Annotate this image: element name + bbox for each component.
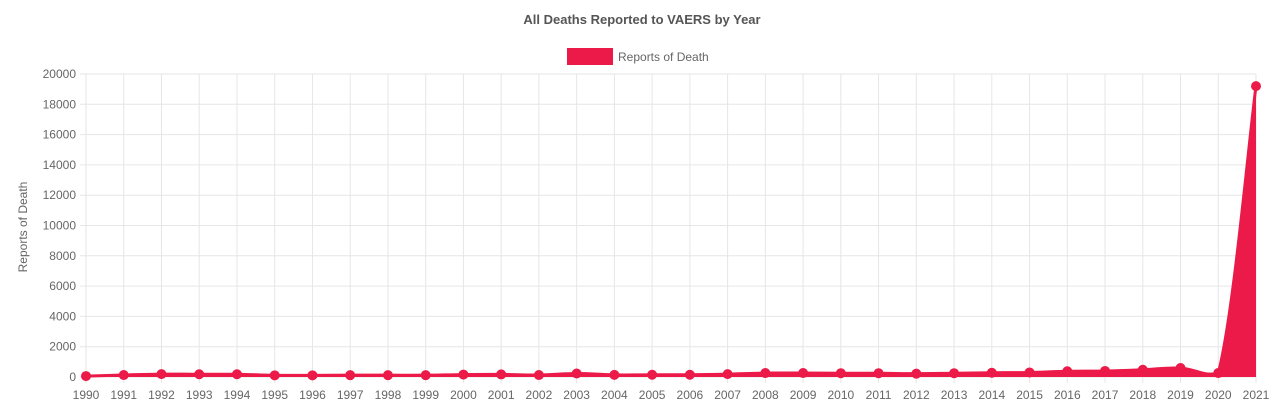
data-point[interactable] [722, 369, 733, 380]
data-point[interactable] [382, 370, 393, 381]
x-tick-label: 2001 [488, 388, 515, 402]
y-tick-label: 2000 [49, 340, 76, 354]
x-tick-label: 2021 [1243, 388, 1270, 402]
x-tick-label: 1994 [224, 388, 251, 402]
y-tick-label: 16000 [43, 128, 77, 142]
grid [80, 73, 1257, 383]
data-point[interactable] [307, 370, 318, 381]
y-tick-label: 14000 [43, 158, 77, 172]
x-tick-label: 2018 [1129, 388, 1156, 402]
y-tick-label: 12000 [43, 188, 77, 202]
x-tick-label: 2007 [714, 388, 741, 402]
data-point[interactable] [911, 368, 922, 379]
x-tick-label: 2016 [1054, 388, 1081, 402]
x-tick-label: 2009 [790, 388, 817, 402]
data-point[interactable] [571, 368, 582, 379]
series-area [86, 86, 1256, 378]
data-point[interactable] [533, 370, 544, 381]
data-point[interactable] [1062, 366, 1073, 377]
y-tick-label: 4000 [49, 309, 76, 323]
x-axis-ticks: 1990 1991 1992 1993 1994 1995 1996 1997 1998 1999… [73, 388, 1270, 402]
x-tick-label: 2014 [978, 388, 1005, 402]
data-point[interactable] [798, 368, 809, 379]
x-tick-label: 2005 [639, 388, 666, 402]
data-point[interactable] [420, 370, 431, 381]
series-reports-of-death [81, 81, 1261, 382]
series-line [85, 85, 1258, 378]
data-point[interactable] [684, 369, 695, 380]
x-tick-label: 2008 [752, 388, 779, 402]
data-point[interactable] [156, 369, 167, 380]
y-tick-label: 8000 [49, 249, 76, 263]
data-point[interactable] [269, 370, 280, 381]
x-tick-label: 1992 [148, 388, 175, 402]
x-tick-label: 2013 [941, 388, 968, 402]
x-tick-label: 1998 [375, 388, 402, 402]
data-point[interactable] [986, 367, 997, 378]
y-tick-label: 10000 [43, 219, 77, 233]
x-tick-label: 2017 [1092, 388, 1119, 402]
data-point[interactable] [647, 369, 658, 380]
data-point[interactable] [81, 371, 91, 382]
data-point[interactable] [231, 369, 242, 380]
y-axis-title: Reports of Death [16, 182, 30, 273]
data-point[interactable] [1213, 368, 1224, 379]
x-tick-label: 2010 [827, 388, 854, 402]
y-tick-label: 6000 [49, 279, 76, 293]
data-point[interactable] [609, 369, 620, 380]
data-point[interactable] [835, 368, 846, 379]
x-tick-label: 2015 [1016, 388, 1043, 402]
y-axis-ticks: 0 2000 4000 6000 8000 10000 12000 14000 16000 180… [43, 67, 77, 384]
x-tick-label: 1999 [412, 388, 439, 402]
data-point[interactable] [949, 368, 960, 379]
chart-title: All Deaths Reported to VAERS by Year [523, 12, 760, 27]
x-tick-label: 2003 [563, 388, 590, 402]
x-tick-label: 1993 [186, 388, 213, 402]
y-tick-label: 0 [69, 370, 76, 384]
x-tick-label: 2000 [450, 388, 477, 402]
data-point[interactable] [496, 369, 507, 380]
x-tick-label: 2006 [677, 388, 704, 402]
data-point[interactable] [194, 369, 205, 380]
y-tick-label: 20000 [43, 67, 77, 81]
x-tick-label: 2019 [1167, 388, 1194, 402]
x-tick-label: 2011 [866, 388, 892, 402]
x-tick-label: 2020 [1205, 388, 1232, 402]
data-point[interactable] [760, 368, 771, 379]
data-point[interactable] [1251, 81, 1261, 92]
data-point[interactable] [873, 368, 884, 379]
legend[interactable]: Reports of Death [567, 48, 709, 65]
y-tick-label: 18000 [43, 97, 77, 111]
x-tick-label: 2004 [601, 388, 628, 402]
data-point[interactable] [1175, 363, 1186, 374]
x-tick-label: 1995 [261, 388, 288, 402]
data-point[interactable] [1137, 364, 1148, 375]
data-point[interactable] [458, 369, 469, 380]
x-tick-label: 1997 [337, 388, 364, 402]
data-point[interactable] [1024, 367, 1035, 378]
legend-label: Reports of Death [618, 50, 709, 64]
legend-swatch [567, 48, 613, 65]
data-point[interactable] [118, 370, 129, 381]
x-tick-label: 2002 [526, 388, 553, 402]
x-tick-label: 2012 [903, 388, 930, 402]
data-point[interactable] [345, 370, 356, 381]
x-tick-label: 1990 [73, 388, 100, 402]
x-tick-label: 1996 [299, 388, 326, 402]
x-tick-label: 1991 [110, 388, 137, 402]
data-point[interactable] [1100, 365, 1111, 376]
